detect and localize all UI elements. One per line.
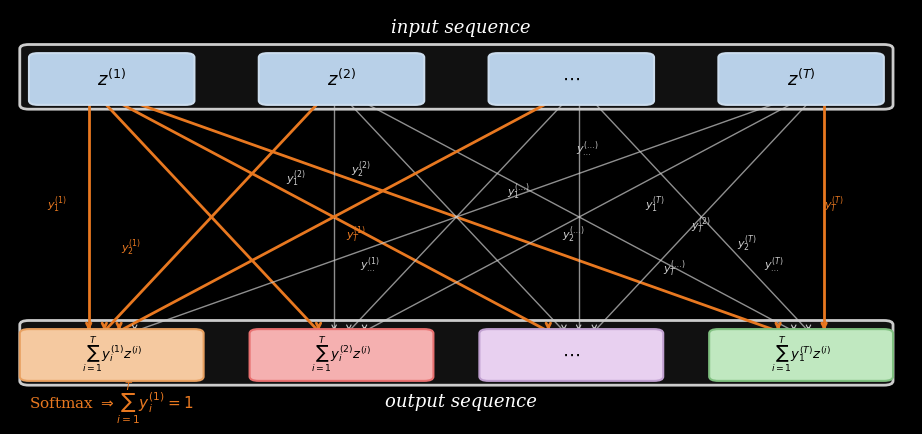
Text: $y_1^{(1)}$: $y_1^{(1)}$ <box>47 194 67 215</box>
FancyBboxPatch shape <box>479 329 663 381</box>
FancyBboxPatch shape <box>718 53 884 105</box>
Text: $\cdots$: $\cdots$ <box>562 70 580 88</box>
Text: $y_{\ldots}^{(1)}$: $y_{\ldots}^{(1)}$ <box>360 256 380 275</box>
Text: $y_2^{(\ldots)}$: $y_2^{(\ldots)}$ <box>562 224 585 245</box>
FancyBboxPatch shape <box>259 53 424 105</box>
Text: $\sum_{i=1}^{T} y_i^{(1)} z^{(i)}$: $\sum_{i=1}^{T} y_i^{(1)} z^{(i)}$ <box>81 335 142 375</box>
Text: $y_{\ldots}^{(\ldots)}$: $y_{\ldots}^{(\ldots)}$ <box>576 139 598 159</box>
Text: input sequence: input sequence <box>391 19 531 36</box>
Text: $z^{(2)}$: $z^{(2)}$ <box>327 69 356 89</box>
Text: $y_T^{(T)}$: $y_T^{(T)}$ <box>824 194 844 215</box>
FancyBboxPatch shape <box>19 320 893 385</box>
Text: $y_1^{(2)}$: $y_1^{(2)}$ <box>287 168 306 189</box>
Text: $y_1^{(\ldots)}$: $y_1^{(\ldots)}$ <box>507 181 529 202</box>
Text: $y_2^{(T)}$: $y_2^{(T)}$ <box>737 233 756 253</box>
FancyBboxPatch shape <box>19 45 893 109</box>
Text: $\cdots$: $\cdots$ <box>562 346 580 364</box>
Text: $y_1^{(T)}$: $y_1^{(T)}$ <box>644 194 665 215</box>
FancyBboxPatch shape <box>489 53 654 105</box>
Text: Softmax $\Rightarrow \sum_{i=1}^{T} y_i^{(1)} = 1$: Softmax $\Rightarrow \sum_{i=1}^{T} y_i^… <box>29 381 194 426</box>
Text: $y_T^{(\ldots)}$: $y_T^{(\ldots)}$ <box>663 259 686 279</box>
Text: $\sum_{i=1}^{T} y_i^{(2)} z^{(i)}$: $\sum_{i=1}^{T} y_i^{(2)} z^{(i)}$ <box>312 335 372 375</box>
Text: $y_2^{(2)}$: $y_2^{(2)}$ <box>350 159 371 180</box>
Text: $y_{\ldots}^{(T)}$: $y_{\ldots}^{(T)}$ <box>764 256 784 275</box>
Text: $\sum_{i=1}^{T} y_1^{(T)} z^{(i)}$: $\sum_{i=1}^{T} y_1^{(T)} z^{(i)}$ <box>771 335 831 375</box>
FancyBboxPatch shape <box>19 329 204 381</box>
Text: $z^{(T)}$: $z^{(T)}$ <box>786 69 815 89</box>
Text: $y_T^{(1)}$: $y_T^{(1)}$ <box>346 224 366 245</box>
Text: output sequence: output sequence <box>385 393 537 411</box>
FancyBboxPatch shape <box>709 329 893 381</box>
Text: $y_2^{(1)}$: $y_2^{(1)}$ <box>121 237 140 258</box>
Text: $z^{(1)}$: $z^{(1)}$ <box>97 69 126 89</box>
FancyBboxPatch shape <box>250 329 433 381</box>
FancyBboxPatch shape <box>29 53 195 105</box>
Text: $y_T^{(2)}$: $y_T^{(2)}$ <box>691 216 711 237</box>
